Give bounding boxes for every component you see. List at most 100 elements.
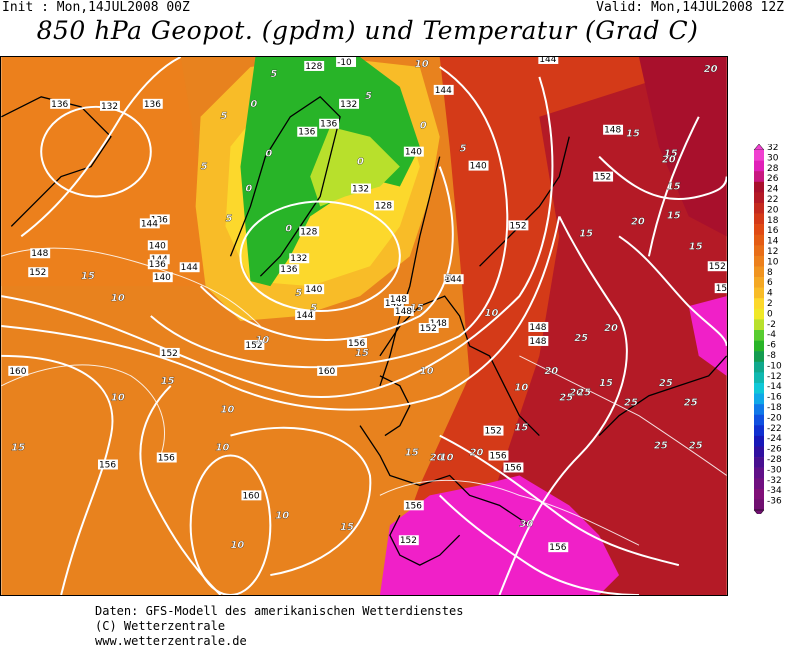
legend-swatch: [754, 245, 764, 257]
svg-text:144: 144: [445, 275, 462, 285]
isotherm-label: 20: [631, 216, 645, 227]
legend-label: 14: [767, 237, 779, 247]
isohypse-label: 160: [8, 365, 29, 377]
isotherm-label: 20: [662, 155, 676, 166]
legend-label: 30: [767, 153, 779, 163]
legend-swatch: [754, 255, 764, 267]
svg-text:132: 132: [290, 254, 307, 264]
legend-swatch: [754, 319, 764, 331]
isotherm-label: 10: [485, 308, 499, 319]
svg-text:132: 132: [101, 102, 118, 112]
legend-label: 28: [767, 164, 779, 174]
legend-label: -6: [767, 341, 776, 351]
temperature-zone-hot-east: [638, 57, 727, 237]
svg-text:136: 136: [320, 120, 337, 130]
legend-label: -30: [767, 465, 782, 475]
isotherm-label: 30: [519, 519, 533, 530]
legend-label: 10: [767, 257, 779, 267]
isohypse-label: 148: [528, 335, 549, 347]
svg-text:136: 136: [51, 100, 68, 110]
svg-text:136: 136: [144, 100, 161, 110]
isotherm-label: 5: [460, 144, 467, 155]
isotherm-label: 5: [445, 273, 452, 284]
legend-swatch: [754, 435, 764, 447]
legend-swatch: [754, 171, 764, 183]
isotherm-label: 15: [579, 228, 593, 239]
legend-swatch: [754, 361, 764, 373]
isotherm-label: 5: [201, 162, 208, 173]
temperature-zone-hot: [459, 57, 727, 595]
isotherm-label: 25: [574, 333, 588, 344]
svg-text:140: 140: [154, 273, 171, 283]
footer-website[interactable]: www.wetterzentrale.de: [95, 634, 247, 648]
isohypse-label: 140: [403, 146, 424, 158]
legend-swatch: [754, 202, 764, 214]
isohypse-label: 152: [28, 267, 49, 278]
svg-text:148: 148: [529, 323, 546, 333]
svg-text:-10: -10: [337, 58, 352, 68]
isohypse-label: 160: [317, 365, 338, 377]
svg-text:156: 156: [504, 463, 521, 473]
legend-swatch: [754, 277, 764, 288]
legend-swatch: [754, 330, 764, 341]
isotherm-label: 25: [624, 398, 638, 409]
svg-text:148: 148: [395, 307, 412, 317]
legend-swatches: [753, 144, 765, 514]
legend-label: -10: [767, 361, 782, 371]
svg-text:144: 144: [141, 219, 158, 229]
isotherm-label: 10: [255, 335, 269, 346]
isohypse-label: 136: [297, 126, 318, 138]
legend-label: -18: [767, 403, 782, 413]
isotherm-label: 5: [295, 288, 302, 299]
svg-text:152: 152: [400, 536, 417, 546]
isotherm-label: 15: [626, 129, 640, 140]
isotherm-label: 5: [270, 69, 277, 80]
isotherm-label: 15: [664, 149, 678, 160]
isotherm-lines: [1, 247, 727, 546]
legend-swatch: [754, 213, 764, 225]
legend-swatch: [754, 457, 764, 468]
svg-text:152: 152: [716, 284, 728, 294]
legend-swatch: [754, 382, 764, 394]
legend-swatch: [754, 414, 764, 426]
legend-label: -16: [767, 393, 782, 403]
svg-text:136: 136: [280, 265, 297, 275]
isotherm-label: 10: [275, 510, 289, 521]
isohypse-label: 156: [403, 500, 424, 511]
isohypse-label: 156: [548, 542, 569, 553]
isotherm-label: 15: [405, 448, 419, 459]
legend-swatch: [754, 234, 764, 246]
svg-text:156: 156: [348, 339, 365, 349]
svg-text:156: 156: [549, 543, 566, 553]
legend-swatch: [754, 181, 764, 193]
legend-label: 12: [767, 247, 778, 257]
isohypse-label: 136: [142, 98, 163, 110]
legend-label: -34: [767, 486, 782, 496]
svg-text:152: 152: [420, 324, 437, 334]
isotherm-label: 5: [365, 91, 372, 102]
isohypse-label: 152: [159, 347, 180, 359]
isotherm-label: 5: [226, 213, 233, 224]
svg-text:160: 160: [9, 367, 26, 377]
isotherm-label: 0: [285, 223, 292, 234]
isotherm-label: 25: [684, 398, 698, 409]
legend-label: -28: [767, 455, 782, 465]
isohypse-label: 152: [244, 339, 265, 351]
isohypse-label: 140: [152, 272, 173, 283]
isohypse-label: 144: [179, 262, 200, 273]
svg-text:140: 140: [149, 241, 166, 251]
legend-label: -24: [767, 434, 782, 444]
legend-swatch: [754, 192, 764, 204]
svg-text:152: 152: [594, 173, 611, 183]
isotherm-label: 0: [245, 184, 252, 195]
isohypse-label: 156: [156, 452, 177, 464]
color-legend: 32302826242220181614121086420-2-4-6-8-10…: [753, 144, 782, 514]
legend-swatch: [754, 425, 764, 437]
isohypse-label: 144: [295, 310, 316, 321]
isohypse-label: 152: [398, 535, 419, 546]
isohypse-lines: [1, 57, 727, 595]
isotherm-label: 0: [265, 149, 272, 160]
isotherm-label: 10: [111, 293, 125, 304]
legend-bottom-arrow: [753, 509, 765, 514]
